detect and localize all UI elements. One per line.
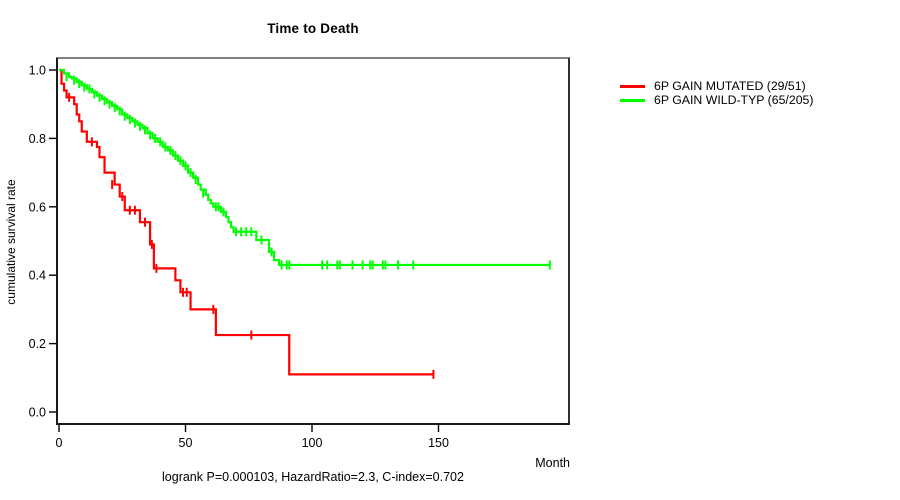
tick-label: 0.2	[29, 337, 46, 351]
survival-curve	[59, 68, 550, 267]
tick-label: 1.0	[29, 64, 46, 78]
legend-item-wildtype: 6P GAIN WILD-TYP (65/205)	[620, 93, 813, 107]
tick-label: 50	[179, 436, 193, 450]
legend: 6P GAIN MUTATED (29/51) 6P GAIN WILD-TYP…	[620, 79, 813, 107]
tick-label: 0.8	[29, 132, 46, 146]
tick-label: 100	[302, 436, 323, 450]
x-axis-label: Month	[535, 456, 570, 470]
y-axis-label: cumulative survival rate	[4, 179, 18, 305]
survival-curve	[59, 68, 434, 376]
wildtype-line-swatch	[620, 98, 645, 102]
mutated-line-swatch	[620, 84, 645, 88]
legend-label-mutated: 6P GAIN MUTATED (29/51)	[654, 79, 806, 93]
legend-item-mutated: 6P GAIN MUTATED (29/51)	[620, 79, 813, 93]
tick-label: 150	[428, 436, 449, 450]
legend-label-wildtype: 6P GAIN WILD-TYP (65/205)	[654, 93, 814, 107]
stats-footnote: logrank P=0.000103, HazardRatio=2.3, C-i…	[162, 470, 464, 484]
tick-label: 0.6	[29, 200, 46, 214]
tick-label: 0.0	[29, 406, 46, 420]
plot-title: Time to Death	[267, 21, 359, 36]
tick-label: 0	[56, 436, 63, 450]
tick-label: 0.4	[29, 269, 46, 283]
